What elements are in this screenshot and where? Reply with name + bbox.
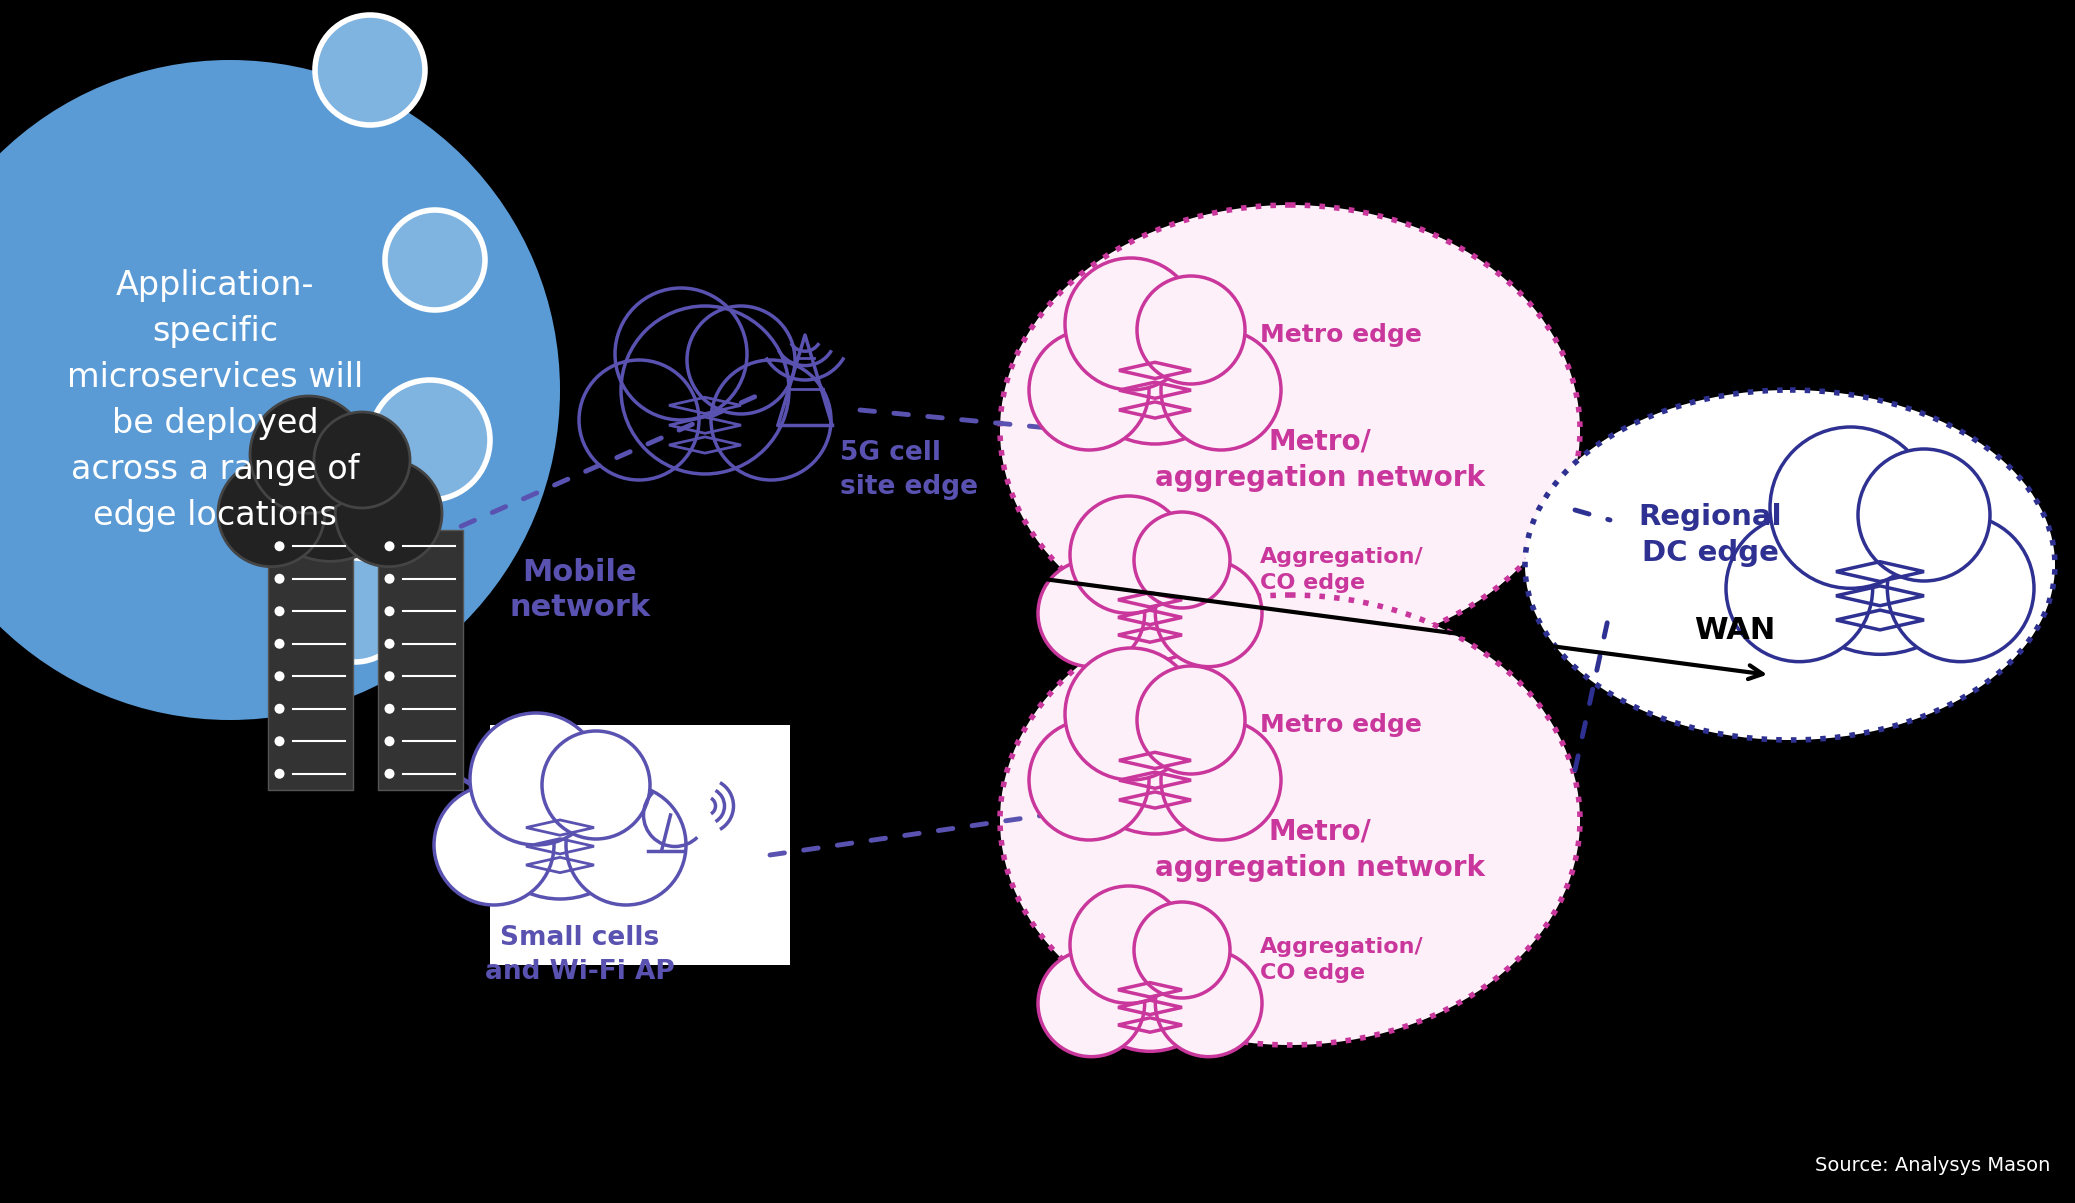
- Circle shape: [1156, 561, 1262, 666]
- Text: WAN: WAN: [1695, 616, 1776, 645]
- Circle shape: [218, 460, 324, 567]
- Circle shape: [1071, 885, 1187, 1003]
- Circle shape: [384, 541, 394, 551]
- Circle shape: [1135, 902, 1230, 998]
- Circle shape: [471, 713, 602, 845]
- Circle shape: [1071, 666, 1239, 834]
- Circle shape: [1726, 515, 1872, 662]
- Text: Metro/
aggregation network: Metro/ aggregation network: [1156, 818, 1486, 882]
- Circle shape: [369, 380, 490, 500]
- Circle shape: [1071, 496, 1187, 614]
- Circle shape: [475, 731, 643, 899]
- Circle shape: [384, 671, 394, 681]
- Circle shape: [1029, 721, 1150, 840]
- Circle shape: [274, 671, 284, 681]
- Circle shape: [1137, 666, 1245, 774]
- Circle shape: [384, 639, 394, 648]
- Circle shape: [249, 396, 367, 514]
- FancyBboxPatch shape: [490, 725, 791, 965]
- Ellipse shape: [1000, 595, 1579, 1045]
- Circle shape: [1778, 449, 1984, 654]
- Circle shape: [1770, 427, 1932, 588]
- Text: 5G cell
site edge: 5G cell site edge: [840, 440, 977, 500]
- Circle shape: [384, 574, 394, 583]
- Circle shape: [1156, 950, 1262, 1056]
- Circle shape: [1064, 257, 1197, 390]
- Circle shape: [336, 460, 442, 567]
- Circle shape: [1135, 512, 1230, 608]
- Circle shape: [315, 14, 425, 125]
- Circle shape: [1064, 648, 1197, 780]
- Circle shape: [274, 736, 284, 746]
- Circle shape: [274, 769, 284, 778]
- Circle shape: [434, 786, 554, 905]
- Circle shape: [274, 606, 284, 616]
- Text: Regional
DC edge: Regional DC edge: [1637, 503, 1782, 568]
- Circle shape: [1162, 721, 1280, 840]
- Text: Metro edge: Metro edge: [1260, 713, 1421, 737]
- Text: Aggregation/
CO edge: Aggregation/ CO edge: [1260, 547, 1423, 593]
- Circle shape: [384, 704, 394, 713]
- Circle shape: [274, 541, 284, 551]
- Circle shape: [1075, 902, 1224, 1051]
- Circle shape: [1162, 330, 1280, 450]
- Circle shape: [0, 60, 560, 721]
- Circle shape: [384, 769, 394, 778]
- Bar: [378, 531, 463, 790]
- Text: Source: Analysys Mason: Source: Analysys Mason: [1816, 1156, 2050, 1175]
- Text: Small cells
and Wi-Fi AP: Small cells and Wi-Fi AP: [486, 925, 674, 985]
- Circle shape: [386, 211, 486, 310]
- Circle shape: [384, 736, 394, 746]
- Circle shape: [274, 704, 284, 713]
- Circle shape: [1857, 449, 1990, 581]
- Bar: [268, 531, 353, 790]
- Circle shape: [1075, 512, 1224, 662]
- Text: Mobile
network: Mobile network: [510, 557, 652, 622]
- Circle shape: [1038, 950, 1145, 1056]
- Circle shape: [274, 574, 284, 583]
- Circle shape: [303, 558, 407, 662]
- Circle shape: [1888, 515, 2034, 662]
- Circle shape: [1029, 330, 1150, 450]
- Circle shape: [1038, 561, 1145, 666]
- Text: Aggregation/
CO edge: Aggregation/ CO edge: [1260, 937, 1423, 983]
- Circle shape: [1137, 275, 1245, 384]
- Circle shape: [313, 411, 411, 508]
- Text: Metro edge: Metro edge: [1260, 322, 1421, 346]
- Circle shape: [566, 786, 687, 905]
- Text: Application-
specific
microservices will
be deployed
across a range of
edge loca: Application- specific microservices will…: [66, 268, 363, 532]
- Circle shape: [255, 411, 405, 562]
- Ellipse shape: [1525, 390, 2054, 740]
- Circle shape: [542, 731, 649, 838]
- Circle shape: [274, 639, 284, 648]
- Circle shape: [384, 606, 394, 616]
- Text: Metro/
aggregation network: Metro/ aggregation network: [1156, 427, 1486, 492]
- Circle shape: [1071, 275, 1239, 444]
- Ellipse shape: [1000, 205, 1579, 654]
